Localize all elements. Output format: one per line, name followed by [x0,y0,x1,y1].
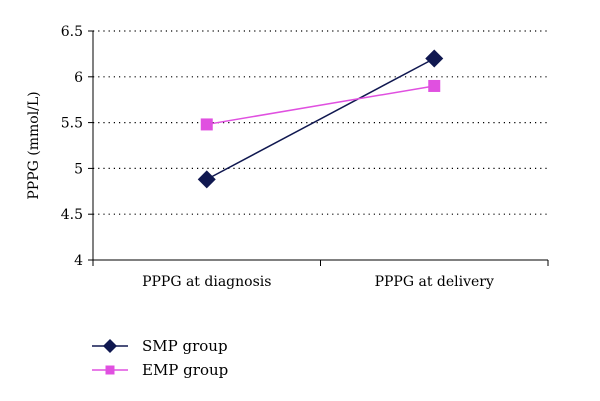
grid-lines [93,30,548,215]
series-1 [197,49,444,189]
y-tick-label: 4.5 [61,207,83,223]
legend-label: SMP group [142,337,228,355]
y-tick-label: 5 [74,161,83,177]
y-tick-label: 6 [74,70,83,86]
series-2 [200,79,441,131]
data-point [197,170,216,189]
x-ticks: PPPG at diagnosis PPPG at delivery [92,260,549,290]
series-group [197,49,444,189]
x-tick-label: PPPG at delivery [375,274,494,290]
x-tick-label: PPPG at diagnosis [142,274,271,290]
series-line [206,85,435,126]
data-point [425,49,444,68]
legend-label: EMP group [142,361,228,379]
legend-marker [105,365,115,375]
axes [92,31,548,261]
y-tick-label: 5.5 [61,116,83,132]
series-line [206,57,435,181]
y-axis-label: PPPG (mmol/L) [26,91,42,199]
legend-marker [103,339,117,353]
data-point [428,79,441,92]
legend-item: SMP group [92,337,228,355]
data-point [200,118,213,131]
y-tick-label: 4 [74,253,83,269]
legend: SMP group EMP group [92,337,228,379]
y-ticks: 4 4.5 5 5.5 6 6.5 [61,24,93,269]
y-tick-label: 6.5 [61,24,83,40]
legend-item: EMP group [92,361,228,379]
